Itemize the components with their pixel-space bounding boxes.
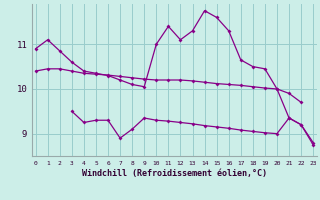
X-axis label: Windchill (Refroidissement éolien,°C): Windchill (Refroidissement éolien,°C) — [82, 169, 267, 178]
